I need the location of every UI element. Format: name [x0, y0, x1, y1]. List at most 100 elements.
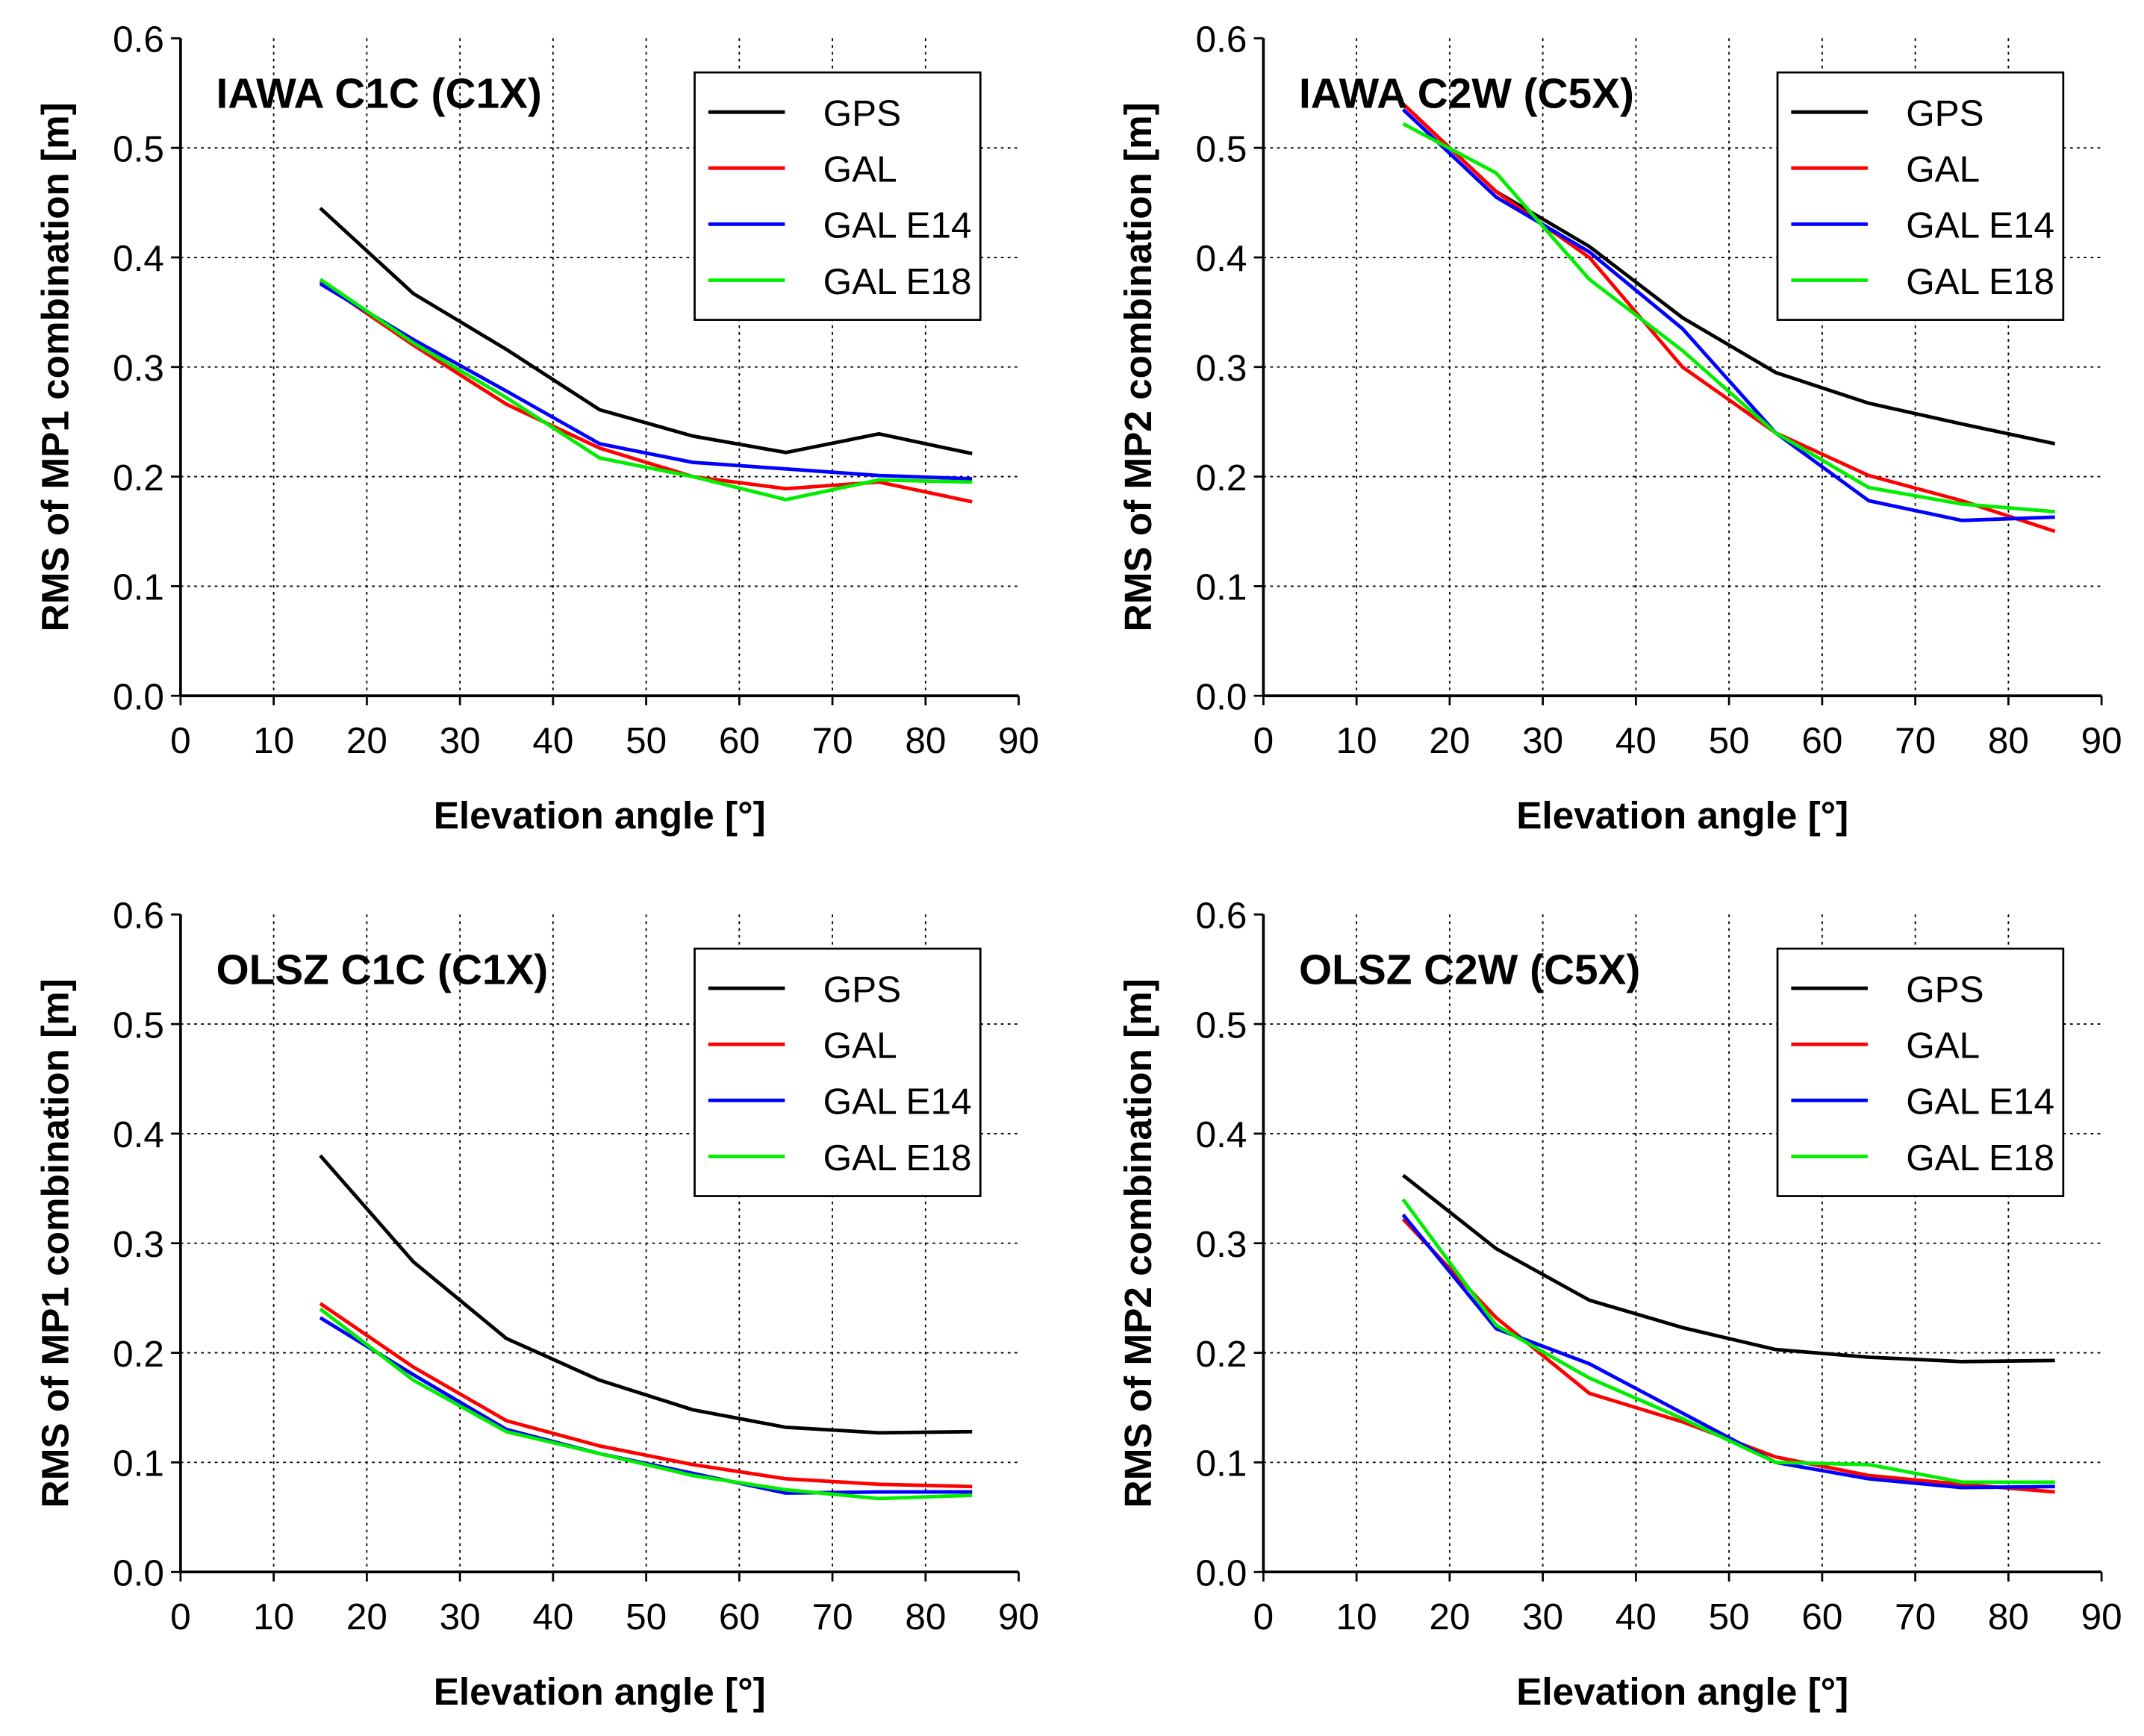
x-tick-label: 70	[1895, 1596, 1936, 1637]
y-tick-label: 0.3	[1196, 1224, 1247, 1265]
x-axis-label: Elevation angle [°]	[1516, 1670, 1848, 1713]
legend-label: GAL E18	[1906, 261, 2054, 302]
y-tick-label: 0.5	[1196, 128, 1247, 169]
legend-label: GAL E18	[823, 1137, 972, 1178]
legend-label: GAL E18	[823, 261, 972, 302]
chart-panel-3: 0 10 20 30 40 50 60 70 80 90 0.0 0.1 0.2 0.3 0.4 0.5 0.6…	[34, 896, 1039, 1713]
series-line-gal-e18	[319, 1307, 973, 1501]
series-line-gal-e18	[319, 278, 973, 502]
x-tick-label: 0	[1253, 720, 1274, 761]
x-tick-label: 20	[1429, 1596, 1470, 1637]
y-tick-label: 0.5	[1196, 1005, 1247, 1046]
legend-label: GAL	[1906, 1025, 1980, 1067]
series-line-gps	[319, 1154, 973, 1435]
legend-label: GAL	[1906, 149, 1980, 190]
y-tick-label: 0.5	[113, 1005, 164, 1046]
x-tick-label: 70	[1895, 720, 1936, 761]
x-tick-label: 20	[346, 1596, 387, 1637]
x-axis-label: Elevation angle [°]	[434, 1670, 766, 1713]
chart-panel-4: 0 10 20 30 40 50 60 70 80 90 0.0 0.1 0.2 0.3 0.4 0.5 0.6…	[1117, 896, 2122, 1713]
x-tick-label: 0	[170, 1596, 191, 1637]
y-tick-label: 0.3	[113, 1224, 164, 1265]
chart-title: OLSZ C1C (C1X)	[216, 947, 548, 994]
x-axis-label: Elevation angle [°]	[1516, 794, 1848, 837]
y-tick-label: 0.6	[113, 19, 164, 60]
x-tick-label: 0	[170, 720, 191, 761]
series-line-gal	[1401, 102, 2056, 534]
legend-label: GAL E18	[1906, 1137, 2054, 1178]
y-tick-label: 0.2	[113, 458, 164, 499]
legend-label: GPS	[1906, 969, 1983, 1010]
x-axis-label: Elevation angle [°]	[434, 794, 766, 837]
series-line-gal-e14	[1401, 1214, 2055, 1490]
y-tick-label: 0.1	[1196, 567, 1247, 608]
x-tick-label: 70	[812, 1596, 853, 1637]
x-tick-label: 10	[253, 720, 294, 761]
y-tick-label: 0.0	[1196, 677, 1247, 718]
y-axis-label: RMS of MP1 combination [m]	[34, 102, 77, 631]
chart-title: IAWA C2W (C5X)	[1299, 71, 1634, 118]
legend-label: GAL E14	[823, 1081, 972, 1123]
x-tick-label: 40	[532, 720, 573, 761]
y-tick-label: 0.1	[113, 1443, 164, 1484]
x-tick-label: 40	[1615, 1596, 1657, 1637]
y-tick-label: 0.2	[1196, 1334, 1247, 1375]
y-tick-label: 0.5	[113, 128, 164, 169]
x-tick-label: 90	[998, 720, 1039, 761]
series-line-gal-e14	[319, 282, 973, 481]
x-tick-label: 50	[626, 720, 667, 761]
y-axis-label: RMS of MP1 combination [m]	[34, 978, 77, 1508]
chart-title: OLSZ C2W (C5X)	[1299, 947, 1640, 994]
y-tick-label: 0.1	[1196, 1443, 1247, 1484]
x-tick-label: 30	[440, 720, 481, 761]
x-tick-label: 50	[1709, 1596, 1750, 1637]
x-tick-label: 90	[2081, 720, 2122, 761]
y-tick-label: 0.3	[1196, 348, 1247, 389]
x-tick-label: 60	[719, 720, 760, 761]
series-line-gal	[1401, 1217, 2055, 1494]
x-tick-label: 30	[440, 1596, 481, 1637]
y-tick-label: 0.3	[113, 348, 164, 389]
x-tick-label: 80	[1988, 720, 2029, 761]
y-tick-label: 0.1	[113, 567, 164, 608]
x-tick-label: 50	[1709, 720, 1750, 761]
y-tick-label: 0.6	[1196, 896, 1247, 937]
series-line-gal	[319, 1302, 973, 1489]
x-tick-label: 10	[253, 1596, 294, 1637]
y-tick-label: 0.2	[1196, 458, 1247, 499]
legend-label: GAL	[823, 1025, 897, 1067]
x-tick-label: 10	[1336, 720, 1377, 761]
legend: GPS GAL GAL E14 GAL E18	[694, 71, 982, 321]
x-tick-label: 0	[1253, 1596, 1274, 1637]
y-tick-label: 0.4	[113, 1114, 164, 1155]
chart-title: IAWA C1C (C1X)	[216, 71, 541, 118]
y-tick-label: 0.0	[113, 677, 164, 718]
legend: GPS GAL GAL E14 GAL E18	[1776, 71, 2065, 321]
series-line-gal-e18	[1401, 1198, 2055, 1484]
x-tick-label: 80	[905, 720, 946, 761]
chart-panel-2: 0 10 20 30 40 50 60 70 80 90 0.0 0.1 0.2 0.3 0.4 0.5 0.6…	[1117, 19, 2122, 837]
x-tick-label: 30	[1522, 720, 1563, 761]
y-tick-label: 0.2	[113, 1334, 164, 1375]
x-tick-label: 60	[1801, 1596, 1842, 1637]
x-tick-label: 40	[532, 1596, 573, 1637]
legend-label: GAL	[823, 149, 897, 190]
legend: GPS GAL GAL E14 GAL E18	[1776, 947, 2065, 1197]
y-axis-label: RMS of MP2 combination [m]	[1117, 978, 1159, 1508]
x-tick-label: 80	[905, 1596, 946, 1637]
x-tick-label: 60	[719, 1596, 760, 1637]
x-tick-label: 90	[2081, 1596, 2122, 1637]
y-tick-label: 0.4	[1196, 1114, 1247, 1155]
y-tick-label: 0.4	[1196, 238, 1247, 279]
series-line-gal-e14	[319, 1316, 973, 1495]
y-axis-label: RMS of MP2 combination [m]	[1117, 102, 1159, 631]
x-tick-label: 20	[1429, 720, 1470, 761]
x-tick-label: 80	[1988, 1596, 2029, 1637]
legend: GPS GAL GAL E14 GAL E18	[694, 947, 982, 1197]
x-tick-label: 70	[812, 720, 853, 761]
x-tick-label: 40	[1615, 720, 1657, 761]
legend-label: GAL E14	[823, 205, 972, 246]
legend-label: GPS	[1906, 93, 1983, 134]
